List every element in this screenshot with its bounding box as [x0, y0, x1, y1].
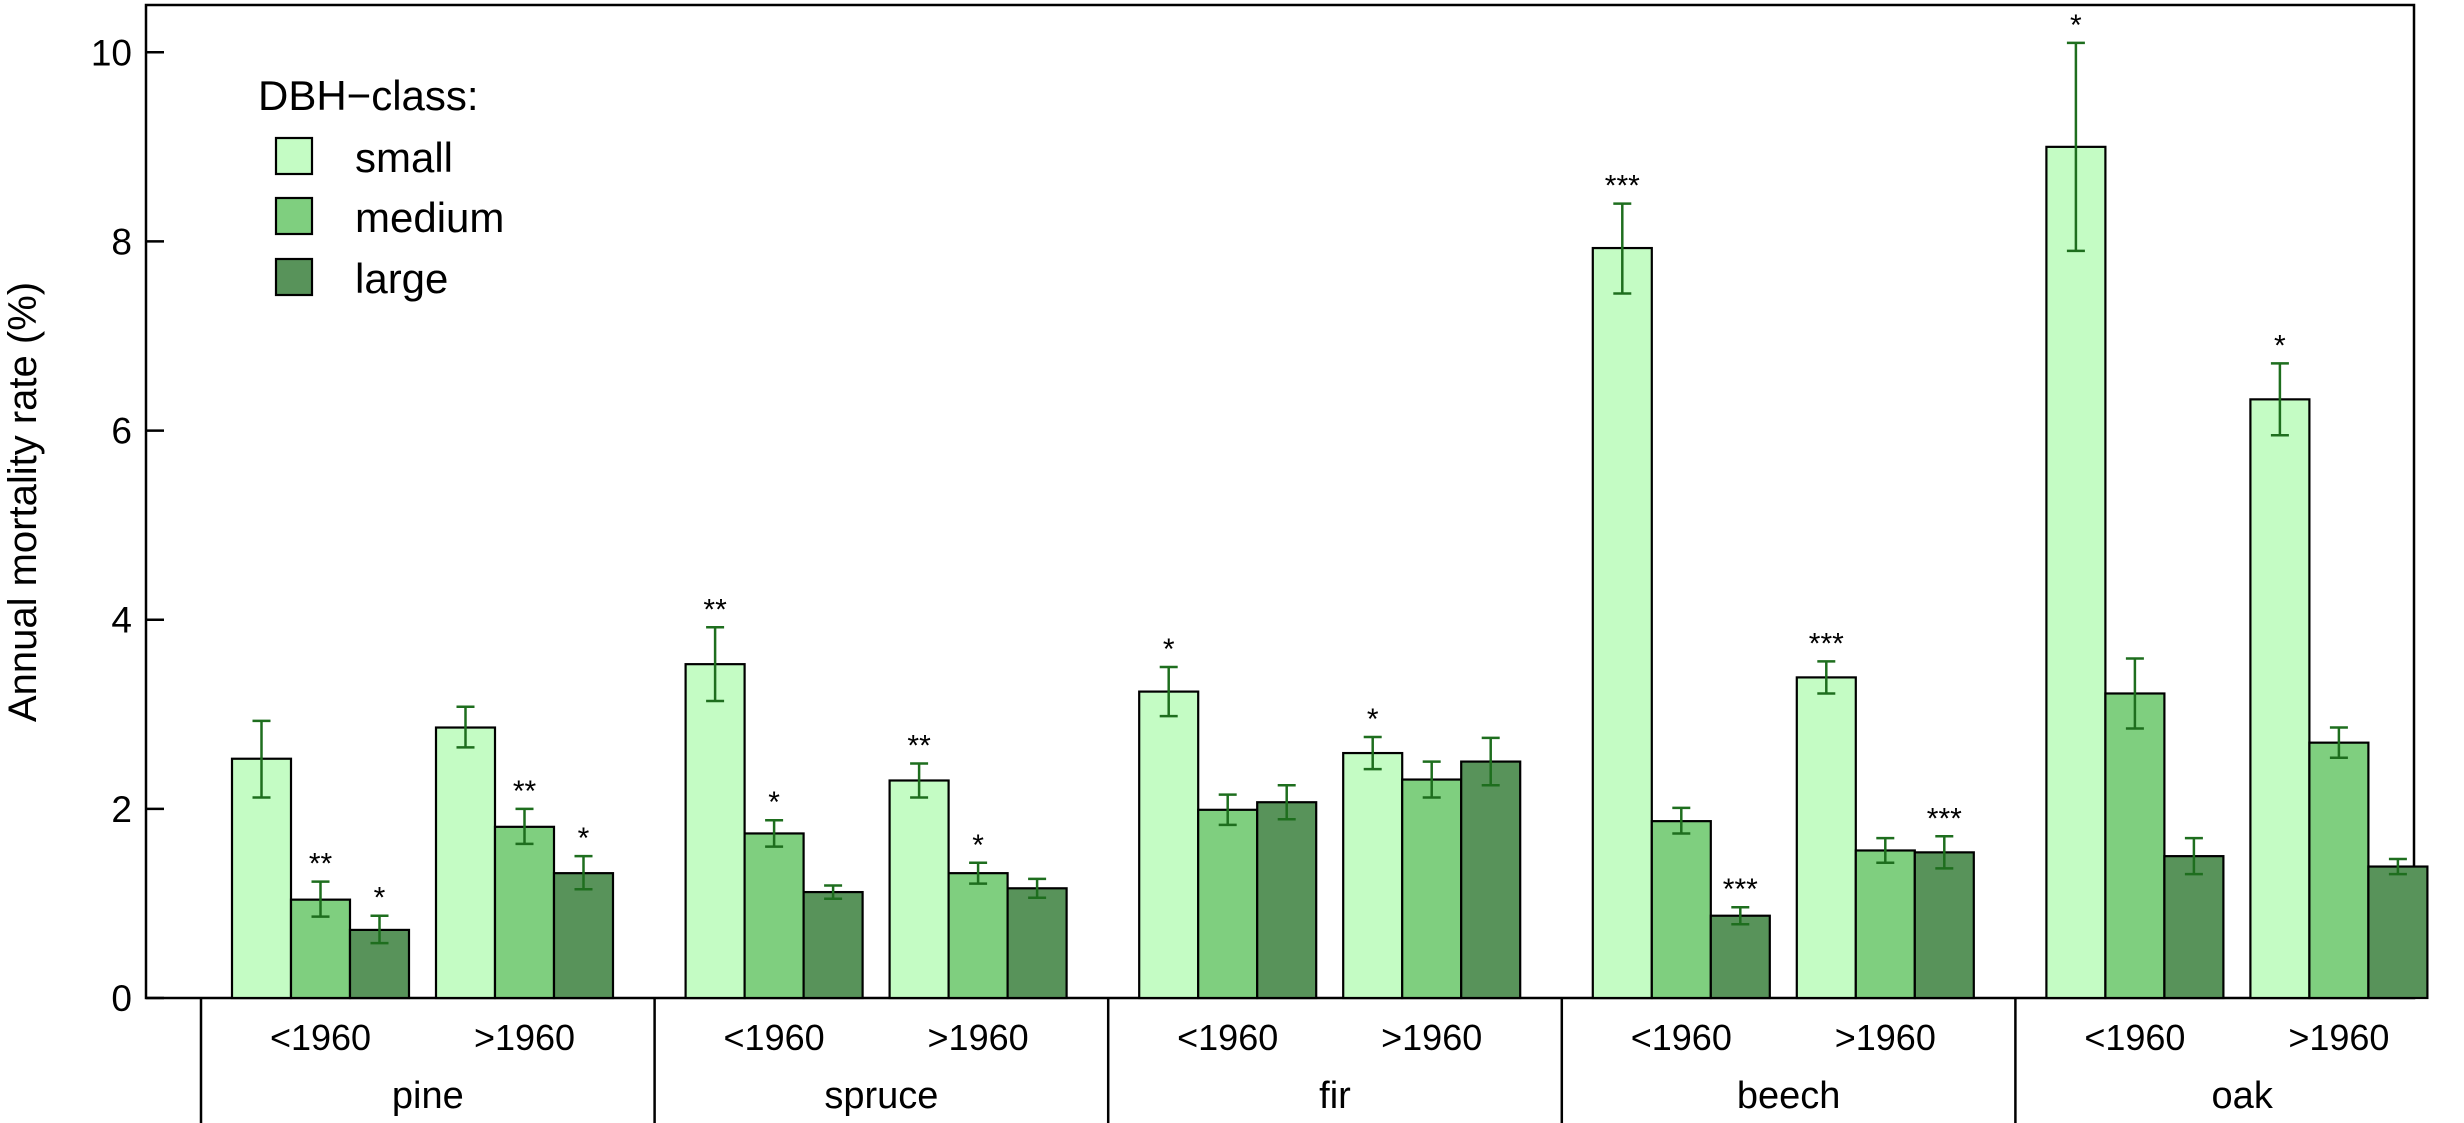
bar-pine-post1960-small [434, 726, 497, 1000]
bar-pine-post1960-large [552, 872, 615, 1000]
period-label: >1960 [1835, 1017, 1936, 1058]
bar-beech-post1960-large [1913, 851, 1975, 1000]
bar-beech-post1960-medium [1854, 849, 1916, 1000]
period-label: <1960 [724, 1017, 825, 1058]
species-label-spruce: spruce [824, 1075, 938, 1117]
legend: DBH−class: small medium large [258, 72, 504, 302]
legend-swatch-small [274, 136, 314, 176]
significance-label: * [1367, 703, 1379, 736]
y-tick-label: 10 [91, 32, 132, 73]
period-label: >1960 [2288, 1017, 2389, 1058]
bar-spruce-post1960-large [1006, 887, 1068, 1000]
significance-label: * [578, 822, 590, 855]
period-label: >1960 [474, 1017, 575, 1058]
species-label-fir: fir [1319, 1075, 1351, 1117]
bar-beech-post1960-small [1795, 676, 1857, 1000]
significance-label: *** [1809, 627, 1844, 660]
period-label: <1960 [1177, 1017, 1278, 1058]
bar-fir-pre1960-medium [1197, 808, 1259, 1000]
bar-spruce-post1960-medium [947, 872, 1009, 1000]
bar-pine-post1960-medium [493, 825, 556, 1000]
bars [230, 145, 2429, 1000]
period-label: >1960 [1381, 1017, 1482, 1058]
bar-spruce-pre1960-small [684, 663, 746, 1000]
significance-label: * [2070, 9, 2082, 42]
y-tick-label: 0 [111, 978, 132, 1019]
legend-title: DBH−class: [258, 72, 479, 119]
significance-label: *** [1927, 802, 1962, 835]
bar-fir-post1960-small [1342, 751, 1404, 1000]
bar-oak-pre1960-medium [2104, 692, 2166, 1000]
significance-label: * [768, 786, 780, 819]
bar-fir-post1960-medium [1401, 778, 1463, 1000]
significance-label: ** [703, 593, 727, 626]
significance-label: * [972, 829, 984, 862]
species-label-beech: beech [1737, 1075, 1841, 1117]
bar-fir-pre1960-large [1256, 801, 1318, 1000]
period-label: <1960 [2084, 1017, 2185, 1058]
significance-label: *** [1605, 170, 1640, 203]
y-tick-label: 8 [111, 221, 132, 262]
bar-beech-pre1960-medium [1650, 820, 1712, 1000]
bar-oak-pre1960-large [2163, 855, 2225, 1000]
legend-label-large: large [355, 255, 448, 302]
significance-labels: **************************** [309, 9, 2286, 915]
bar-pine-pre1960-large [348, 928, 411, 1000]
y-axis-title: Annual mortality rate (%) [1, 282, 45, 722]
period-label: >1960 [928, 1017, 1029, 1058]
significance-label: * [1163, 633, 1175, 666]
y-tick-label: 4 [111, 600, 132, 641]
period-label: <1960 [270, 1017, 371, 1058]
legend-label-small: small [355, 134, 453, 181]
bar-spruce-pre1960-medium [743, 832, 805, 1000]
legend-swatch-large [274, 257, 314, 297]
species-label-pine: pine [392, 1075, 464, 1117]
bar-spruce-post1960-small [888, 779, 950, 1000]
legend-swatch-medium [274, 196, 314, 236]
bar-oak-post1960-medium [2308, 741, 2370, 1000]
y-tick-label: 6 [111, 411, 132, 452]
bar-beech-pre1960-large [1709, 914, 1771, 1000]
significance-label: *** [1723, 873, 1758, 906]
period-label: <1960 [1631, 1017, 1732, 1058]
species-label-oak: oak [2212, 1075, 2274, 1117]
significance-label: ** [513, 775, 537, 808]
significance-label: ** [907, 729, 931, 762]
bar-oak-post1960-small [2249, 398, 2311, 1000]
y-axis: 0 2 4 6 8 10 [91, 32, 164, 1019]
legend-label-medium: medium [355, 194, 504, 241]
bar-fir-pre1960-small [1138, 690, 1200, 1000]
bar-spruce-pre1960-large [802, 890, 864, 1000]
bar-oak-post1960-large [2367, 865, 2429, 1000]
significance-label: ** [309, 848, 333, 881]
bar-fir-post1960-large [1460, 760, 1522, 1000]
y-tick-label: 2 [111, 789, 132, 830]
bar-oak-pre1960-small [2045, 145, 2107, 1000]
bar-beech-pre1960-small [1591, 246, 1653, 1000]
significance-label: * [374, 882, 386, 915]
significance-label: * [2274, 329, 2286, 362]
error-bars [252, 41, 2407, 945]
